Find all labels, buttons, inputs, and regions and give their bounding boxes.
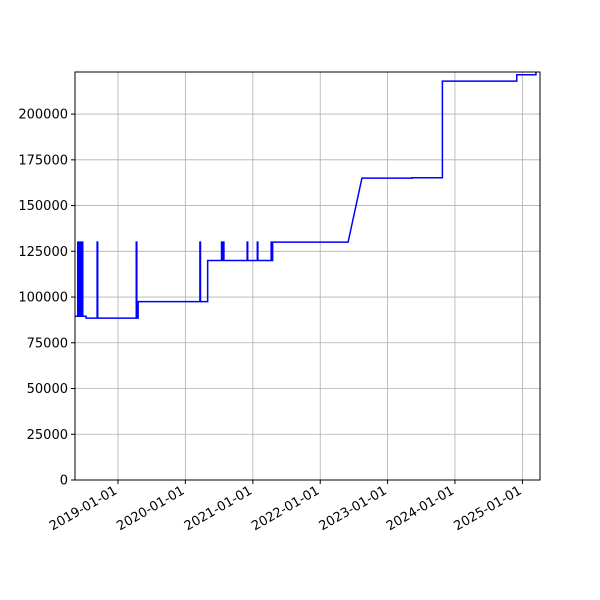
y-tick-label: 100000 xyxy=(18,291,68,306)
y-tick-label: 125000 xyxy=(18,245,68,260)
x-gridlines xyxy=(117,72,523,480)
y-tick-label: 25000 xyxy=(27,428,68,443)
y-tick-label: 150000 xyxy=(18,199,68,214)
y-tick-label: 0 xyxy=(60,474,68,489)
y-tick-label: 50000 xyxy=(27,382,68,397)
y-tick-label: 175000 xyxy=(18,153,68,168)
y-tick-label: 200000 xyxy=(18,108,68,123)
y-tick-label: 75000 xyxy=(27,336,68,351)
series-layer xyxy=(75,72,537,319)
series-line xyxy=(75,72,537,319)
plot-area-background xyxy=(75,72,540,480)
plot-area-frame xyxy=(74,71,541,481)
y-axis: 0 25000 50000 75000 100000 125000 150000 175000… xyxy=(18,108,75,489)
